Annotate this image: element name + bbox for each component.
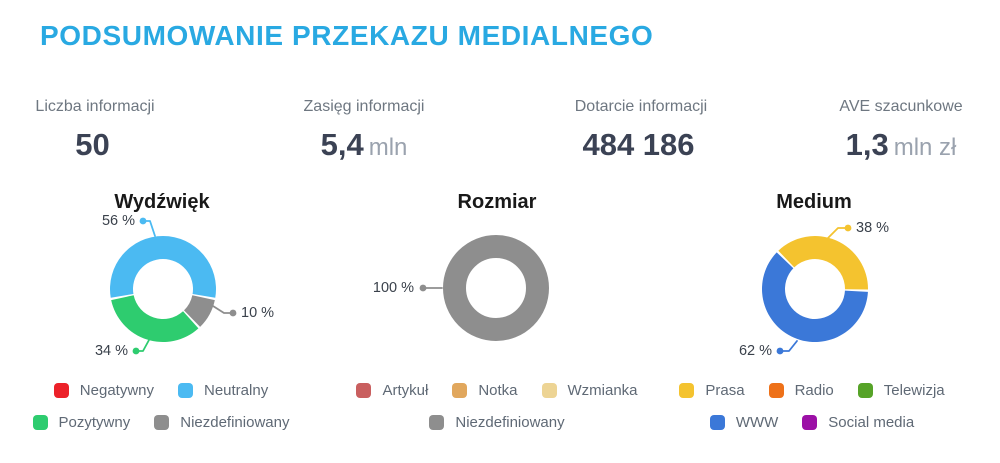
legend-label: Social media [828, 413, 915, 431]
callout-connector-line [826, 227, 848, 240]
legend-label: Prasa [705, 381, 745, 399]
stat-value: 1,3 mln zł [845, 127, 957, 162]
legend-row: Niezdefiniowany [327, 406, 667, 438]
percent-label-medium-prasa: 38 % [856, 220, 890, 236]
legend-row: Negatywny Neutralny [0, 374, 331, 406]
legend-swatch-icon [32, 414, 48, 430]
legend-label: Artykuł [382, 381, 429, 399]
legend-swatch-icon [802, 414, 818, 430]
legend-swatch-icon [768, 382, 784, 398]
legend-item-telewizja[interactable]: Telewizja [857, 381, 945, 399]
legend-label: Negatywny [79, 381, 154, 399]
callout-dot [844, 224, 852, 232]
callout-dot [776, 347, 784, 355]
legend-swatch-icon [709, 414, 725, 430]
legend-swatch-icon [429, 414, 445, 430]
stat-label: AVE szacunkowe [839, 98, 963, 115]
legend-row: WWW Social media [642, 406, 982, 438]
donut-segment-rozmiar-niezdefiniowany[interactable] [443, 235, 549, 341]
legend-swatch-icon [541, 382, 557, 398]
legend-item-neutralny[interactable]: Neutralny [178, 382, 268, 399]
legend-swatch-icon [154, 414, 170, 430]
legend-item-pozytywny[interactable]: Pozytywny [32, 413, 131, 431]
legend-swatch-icon [452, 382, 468, 398]
stat-unit: mln [368, 134, 408, 161]
legend-label: Pozytywny [58, 413, 131, 431]
callout-dot [132, 347, 140, 355]
legend-swatch-icon [178, 382, 193, 398]
donut-segment-medium-www[interactable] [762, 252, 868, 343]
legend-swatch-icon [356, 382, 372, 398]
chart-title-medium: Medium [776, 191, 852, 213]
callout-dot [139, 217, 147, 225]
percent-label-rozmiar-niezdefiniowany: 100 % [372, 280, 414, 296]
donut-segment-wydźwięk-niezdefiniowany[interactable] [184, 295, 215, 327]
legend-swatch-icon [53, 382, 69, 398]
legend-wydzwiek: Negatywny Neutralny Pozytywny Niezdefiniowa… [0, 374, 331, 438]
donut-segment-wydźwięk-neutralny[interactable] [110, 236, 216, 298]
page-title: PODSUMOWANIE PRZEKAZU MEDIALNEGO [40, 20, 654, 51]
stat-block-dotarcie-informacji: Dotarcie informacji 484 186 [516, 98, 766, 163]
callout-dot [419, 284, 427, 292]
legend-label: Notka [478, 381, 518, 399]
legend-row: Prasa Radio Telewizja [642, 374, 982, 406]
donut-segment-wydźwięk-pozytywny[interactable] [111, 295, 199, 342]
legend-item-social-media[interactable]: Social media [802, 414, 914, 431]
percent-label-wydźwięk-neutralny: 56 % [101, 213, 135, 229]
legend-item-niezdefiniowany[interactable]: Niezdefiniowany [154, 414, 289, 431]
legend-medium: Prasa Radio Telewizja WWW Social media [642, 374, 982, 438]
callout-dot [229, 309, 237, 317]
legend-item-artykuł[interactable]: Artykuł [356, 382, 428, 399]
legend-label: Neutralny [204, 381, 269, 399]
stat-unit: mln zł [893, 134, 957, 161]
legend-label: Niezdefiniowany [455, 413, 565, 431]
legend-row: Pozytywny Niezdefiniowany [0, 406, 331, 438]
stat-label: Dotarcie informacji [574, 98, 708, 115]
stat-label: Zasięg informacji [303, 98, 425, 115]
legend-label: Radio [794, 381, 834, 399]
stat-block-liczba-informacji: Liczba informacji 50 [0, 98, 220, 163]
percent-label-wydźwięk-niezdefiniowany: 10 % [241, 305, 275, 321]
stat-block-zasieg-informacji: Zasięg informacji 5,4 mln [239, 98, 489, 163]
chart-title-rozmiar: Rozmiar [457, 191, 537, 213]
stat-value: 50 [75, 127, 110, 162]
legend-label: Telewizja [883, 381, 945, 399]
stat-value: 484 186 [582, 127, 695, 162]
percent-label-medium-www: 62 % [738, 343, 772, 359]
stat-value: 5,4 mln [320, 127, 408, 162]
percent-label-wydźwięk-pozytywny: 34 % [94, 343, 128, 359]
chart-title-wydzwiek: Wydźwięk [114, 191, 210, 213]
legend-item-www[interactable]: WWW [709, 413, 779, 431]
legend-item-niezdefiniowany[interactable]: Niezdefiniowany [429, 413, 565, 431]
stat-block-ave-szacunkowe: AVE szacunkowe 1,3 mln zł [776, 98, 1000, 163]
legend-item-negatywny[interactable]: Negatywny [53, 381, 154, 399]
legend-item-radio[interactable]: Radio [768, 381, 834, 399]
legend-swatch-icon [679, 382, 695, 398]
legend-label: WWW [735, 413, 779, 431]
legend-label: Wzmianka [567, 381, 638, 399]
stat-label: Liczba informacji [35, 98, 155, 115]
legend-swatch-icon [857, 382, 873, 398]
legend-item-wzmianka[interactable]: Wzmianka [541, 381, 638, 399]
legend-item-prasa[interactable]: Prasa [679, 381, 745, 399]
legend-item-notka[interactable]: Notka [452, 381, 518, 399]
legend-label: Niezdefiniowany [180, 413, 290, 431]
legend-row: Artykuł Notka Wzmianka [327, 374, 667, 406]
legend-rozmiar: Artykuł Notka Wzmianka Niezdefiniowany [327, 374, 667, 438]
donut-segment-medium-prasa[interactable] [778, 235, 868, 290]
